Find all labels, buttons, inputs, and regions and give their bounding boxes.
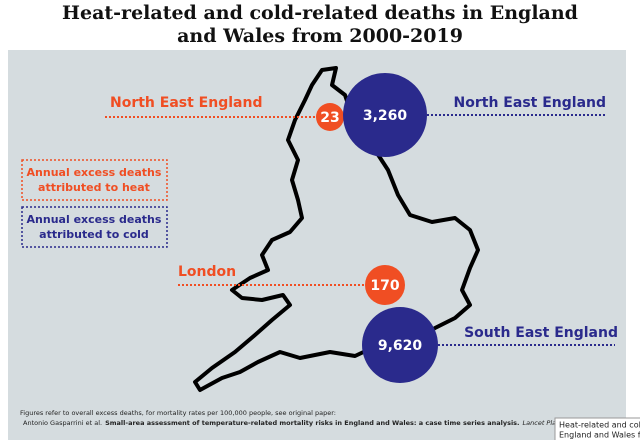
bubble xyxy=(362,307,438,383)
legend-text: attributed to cold xyxy=(39,228,149,241)
legend-text: Annual excess deaths xyxy=(27,166,162,179)
region-label: North East England xyxy=(110,95,262,111)
title-line: and Wales from 2000-2019 xyxy=(177,25,463,47)
bubble-value: 9,620 xyxy=(378,338,423,354)
bubble-value: 3,260 xyxy=(363,108,408,124)
footer-note: Figures refer to overall excess deaths, … xyxy=(20,409,336,417)
footer-citation: Antonio Gasparrini et al. Small-area asse… xyxy=(23,419,588,427)
tooltip-text: England and Wales f xyxy=(559,431,640,440)
tooltip-text: Heat-related and col xyxy=(559,421,640,430)
region-label: London xyxy=(178,264,236,280)
legend-box xyxy=(21,159,168,201)
england-wales-outline xyxy=(193,66,480,392)
citation-part: Antonio Gasparrini et al. xyxy=(23,419,102,427)
legend-text: Annual excess deaths xyxy=(27,213,162,226)
legend-box xyxy=(21,206,168,248)
region-label: South East England xyxy=(464,325,618,341)
bubble xyxy=(316,103,344,131)
title-line: Heat-related and cold-related deaths in … xyxy=(62,2,578,24)
legend-text: attributed to heat xyxy=(38,181,150,194)
bubble-value: 23 xyxy=(320,110,339,126)
region-label: North East England xyxy=(454,95,606,111)
bubble xyxy=(343,73,427,157)
bubble xyxy=(365,265,405,305)
citation-part: Small-area assessment of temperature-rel… xyxy=(105,419,519,427)
bubble-value: 170 xyxy=(370,278,399,294)
tooltip xyxy=(554,417,640,440)
